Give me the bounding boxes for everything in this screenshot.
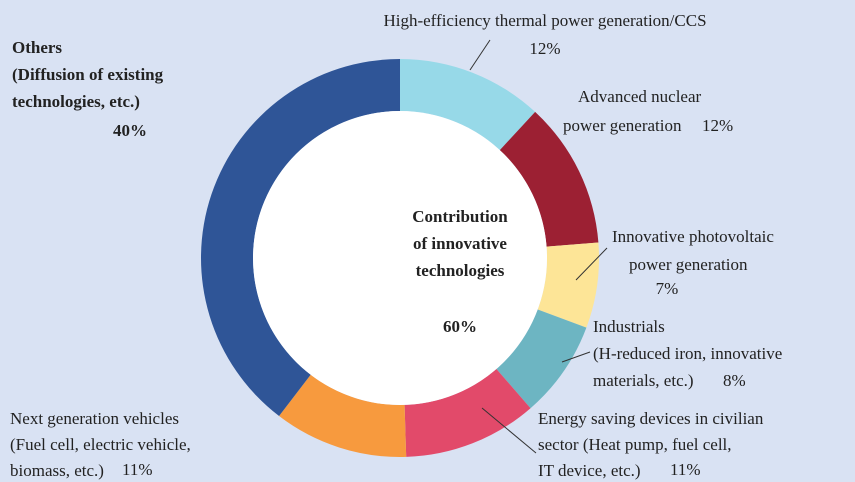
value-label: 8%	[723, 371, 746, 390]
center-label: Contribution	[412, 207, 508, 226]
segment-label: power generation	[629, 255, 748, 274]
segment-label: Others	[12, 38, 62, 57]
segment-label: IT device, etc.)	[538, 461, 641, 480]
segment-label: sector (Heat pump, fuel cell,	[538, 435, 732, 454]
segment-label: Innovative photovoltaic	[612, 227, 774, 246]
value-label: 40%	[113, 121, 147, 140]
donut-segment	[279, 374, 407, 458]
segment-label: Energy saving devices in civilian	[538, 409, 764, 428]
donut-hole	[253, 111, 547, 405]
segment-label: Next generation vehicles	[10, 409, 179, 428]
value-label: 11%	[670, 460, 701, 479]
segment-label: power generation	[563, 116, 682, 135]
donut-segment	[400, 59, 536, 151]
donut-segment	[404, 368, 531, 457]
value-label: 11%	[122, 460, 153, 479]
segment-label: (H-reduced iron, innovative	[593, 344, 782, 363]
donut-segment	[537, 242, 600, 328]
segment-label: (Fuel cell, electric vehicle,	[10, 435, 191, 454]
segment-label: technologies, etc.)	[12, 92, 140, 111]
center-label: technologies	[416, 261, 505, 280]
donut-segment	[200, 58, 400, 417]
segment-label: materials, etc.)	[593, 371, 694, 390]
center-percent: 60%	[443, 317, 477, 336]
segment-label: (Diffusion of existing	[12, 65, 164, 84]
center-label: of innovative	[413, 234, 507, 253]
segment-label: High-efficiency thermal power generation…	[383, 11, 706, 30]
value-label: 7%	[656, 279, 679, 298]
leader-lines	[469, 39, 608, 454]
value-label: 12%	[529, 39, 560, 58]
donut-segment	[499, 111, 599, 247]
segment-label: Industrials	[593, 317, 665, 336]
segment-label: biomass, etc.)	[10, 461, 104, 480]
donut-segment	[496, 309, 587, 409]
value-label: 12%	[702, 116, 733, 135]
segment-label: Advanced nuclear	[578, 87, 702, 106]
